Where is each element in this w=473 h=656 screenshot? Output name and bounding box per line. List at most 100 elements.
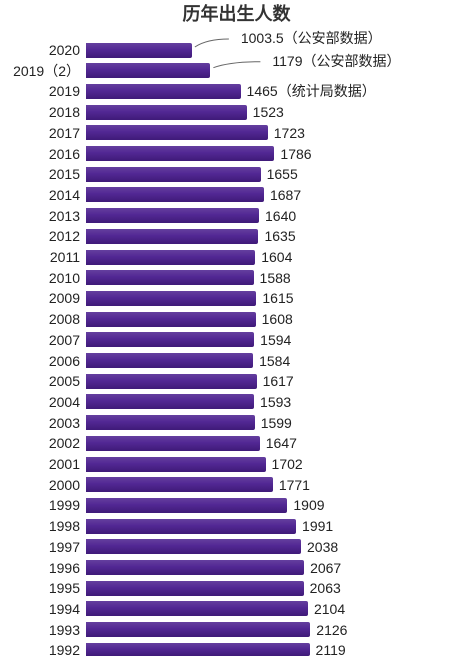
category-label: 2019（2） — [13, 62, 80, 79]
bar-row: 2001 1702 — [0, 454, 473, 474]
category-label: 1998 — [48, 518, 80, 535]
bar — [86, 125, 268, 141]
value-label: 1608 — [261, 311, 293, 328]
callout-label: 1003.5（公安部数据） — [240, 30, 382, 46]
category-label: 2013 — [48, 207, 80, 224]
value-label: 1584 — [259, 352, 291, 369]
category-label: 2019 — [48, 83, 80, 100]
bar — [86, 290, 257, 306]
category-label: 1994 — [48, 600, 80, 617]
category-label: 2020 — [48, 42, 80, 58]
bar — [86, 104, 247, 120]
category-label: 2005 — [48, 373, 80, 390]
bar-row: 1997 2038 — [0, 537, 473, 557]
value-label: 1687 — [269, 186, 302, 203]
category-label: 1997 — [48, 538, 80, 555]
bar — [86, 622, 311, 638]
bar — [86, 208, 260, 224]
bar-row: 1995 2063 — [0, 578, 473, 598]
bar-row: 2005 1617 — [0, 371, 473, 391]
callout-label: 1179（公安部数据） — [272, 52, 401, 69]
bar-row: 2011 1604 — [0, 247, 473, 267]
category-label: 2014 — [48, 186, 80, 203]
category-label: 2009 — [48, 290, 80, 307]
bar-row: 2002 1647 — [0, 433, 473, 453]
category-label: 2006 — [48, 352, 80, 369]
bar — [86, 642, 310, 656]
bar — [86, 518, 297, 534]
category-label: 2017 — [48, 124, 80, 141]
bar — [86, 63, 211, 79]
category-label: 2016 — [48, 145, 80, 162]
bar — [86, 42, 192, 58]
bar — [86, 373, 257, 389]
bar — [86, 311, 256, 327]
category-label: 1999 — [48, 497, 80, 514]
bar — [86, 270, 254, 286]
category-label: 1995 — [48, 580, 80, 597]
category-label: 1996 — [48, 559, 80, 576]
bar-row: 1992 2119 — [0, 640, 473, 656]
bar — [86, 146, 275, 161]
bar-row: 1998 1991 — [0, 516, 473, 536]
value-label: 1786 — [280, 145, 312, 162]
value-label: 1604 — [261, 249, 293, 265]
bar — [86, 394, 255, 410]
value-label: 1523 — [252, 104, 284, 121]
bar — [86, 166, 261, 182]
category-label: 2012 — [48, 228, 80, 245]
bar-row: 2009 1615 — [0, 288, 473, 308]
category-label: 2000 — [48, 476, 80, 493]
chart-title: 历年出生人数 — [182, 4, 291, 24]
bar — [86, 560, 305, 575]
value-label: 1465（统计局数据） — [246, 83, 376, 100]
bar-row: 2000 1771 — [0, 475, 473, 495]
category-label: 2003 — [48, 414, 80, 431]
value-label: 1617 — [262, 373, 294, 390]
bar-row: 2015 1655 — [0, 164, 473, 184]
bar-row: 1993 2126 — [0, 620, 473, 640]
category-label: 2018 — [48, 104, 80, 121]
value-label: 2119 — [315, 642, 346, 656]
bar-row: 1996 2067 — [0, 558, 473, 578]
bar-row: 2004 1593 — [0, 392, 473, 412]
value-label: 1593 — [260, 393, 292, 410]
category-label: 2010 — [48, 269, 80, 286]
bar — [86, 580, 304, 596]
category-label: 2002 — [48, 435, 80, 452]
bar — [86, 187, 264, 203]
bar-row: 2020 — [0, 40, 473, 60]
bar-row: 1994 2104 — [0, 599, 473, 619]
value-label: 2104 — [313, 600, 346, 617]
bar — [86, 601, 308, 617]
value-label: 1655 — [266, 166, 298, 183]
value-label: 2038 — [307, 538, 339, 555]
bar-row: 2017 1723 — [0, 123, 473, 143]
bar — [86, 477, 273, 493]
bar — [86, 497, 288, 513]
bar — [86, 539, 301, 555]
value-label: 1599 — [260, 414, 292, 431]
bar-row: 2010 1588 — [0, 268, 473, 288]
bar — [86, 353, 254, 368]
bar — [86, 415, 255, 431]
value-label: 1588 — [259, 269, 291, 286]
value-label: 1702 — [271, 456, 303, 472]
category-label: 2008 — [48, 311, 80, 328]
value-label: 1909 — [293, 497, 325, 514]
bar — [86, 435, 260, 451]
bar-row: 1999 1909 — [0, 495, 473, 515]
bar-row: 2018 1523 — [0, 102, 473, 122]
value-label: 1594 — [260, 331, 292, 348]
bar — [86, 456, 266, 472]
bar-row: 2019（2） — [0, 61, 473, 81]
bar-row: 2014 1687 — [0, 185, 473, 205]
value-label: 1723 — [273, 124, 305, 141]
bar-row: 2003 1599 — [0, 413, 473, 433]
value-label: 1615 — [262, 290, 294, 307]
value-label: 1647 — [265, 435, 297, 452]
bar-row: 2016 1786 — [0, 144, 473, 164]
bar — [86, 332, 255, 348]
